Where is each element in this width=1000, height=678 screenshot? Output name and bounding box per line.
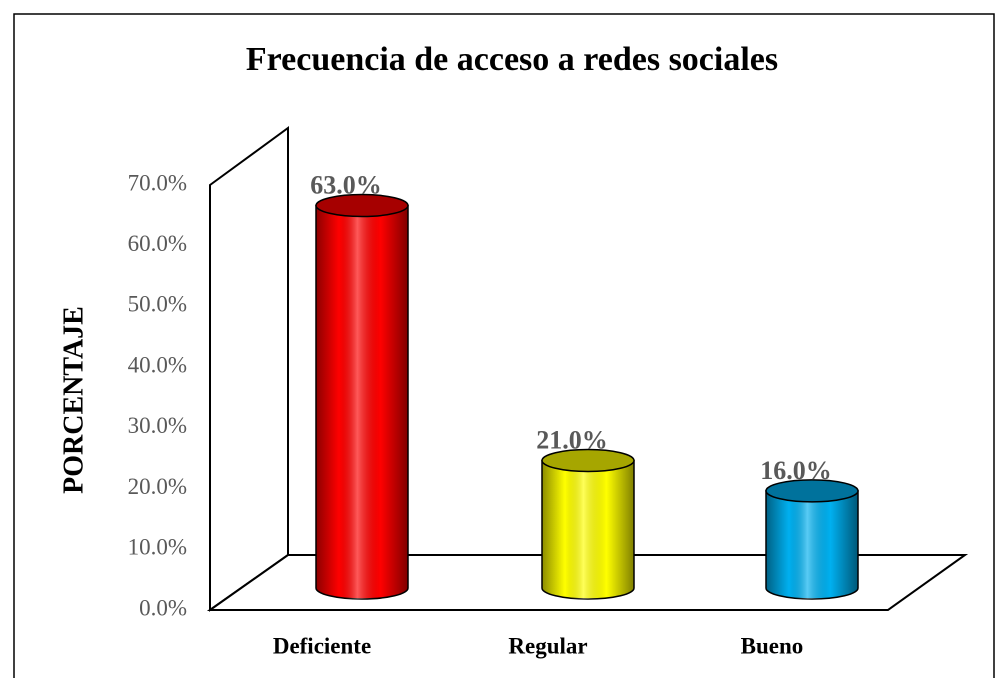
- y-tick-label: 40.0%: [128, 352, 187, 377]
- x-tick-label: Regular: [508, 633, 587, 658]
- bar-shade: [766, 490, 858, 599]
- bar-top-shade: [542, 449, 634, 472]
- y-tick-label: 60.0%: [128, 231, 187, 256]
- y-tick-label: 20.0%: [128, 474, 187, 499]
- y-tick-label: 50.0%: [128, 292, 187, 317]
- bar-top-shade: [316, 194, 408, 217]
- bar-top: [765, 479, 859, 503]
- y-tick-label: 0.0%: [139, 595, 187, 620]
- y-tick-label: 70.0%: [128, 170, 187, 195]
- x-tick-label: Deficiente: [273, 633, 371, 658]
- value-label: 21.0%: [536, 425, 608, 454]
- back-wall: [209, 126, 289, 612]
- x-tick-label: Bueno: [741, 633, 804, 658]
- chart-title: Frecuencia de acceso a redes sociales: [246, 41, 778, 78]
- bar-top: [541, 448, 635, 473]
- bar-top: [315, 193, 409, 218]
- bar-shade: [316, 205, 408, 599]
- bar-shade: [542, 460, 634, 599]
- y-tick-label: 30.0%: [128, 413, 187, 438]
- value-label: 16.0%: [760, 456, 832, 485]
- chart-frame: [13, 13, 995, 678]
- y-tick-label: 10.0%: [128, 535, 187, 560]
- value-label: 63.0%: [310, 170, 382, 199]
- y-axis-label: PORCENTAJE: [58, 306, 89, 494]
- bar-top-shade: [766, 479, 858, 502]
